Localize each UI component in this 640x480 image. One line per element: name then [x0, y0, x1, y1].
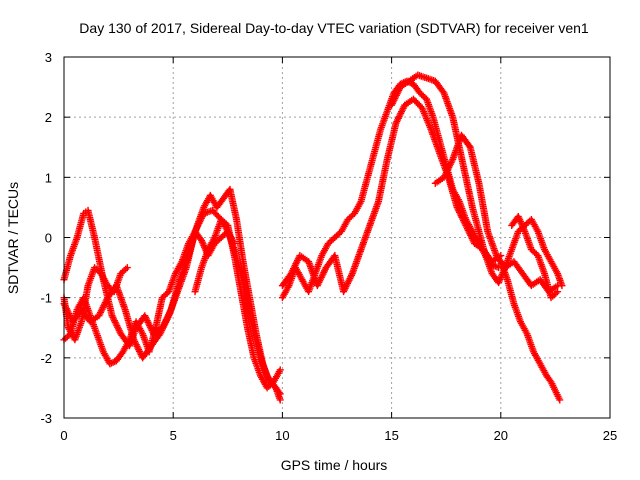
data-point	[123, 264, 131, 272]
data-point	[465, 142, 473, 150]
y-tick-label: 2	[45, 110, 52, 125]
series-track-h	[388, 71, 566, 290]
x-axis-label: GPS time / hours	[281, 457, 388, 473]
data-point	[554, 282, 562, 290]
x-tick-label: 0	[60, 428, 67, 443]
y-tick-label: -1	[40, 291, 52, 306]
series-track-e	[191, 215, 284, 398]
y-tick-label: 1	[45, 170, 52, 185]
series-track-j	[497, 258, 564, 404]
x-tick-label: 5	[170, 428, 177, 443]
y-axis-label: SDTVAR / TECUs	[5, 182, 21, 294]
data-points	[60, 71, 566, 404]
series-track-c	[60, 227, 238, 368]
data-point	[554, 288, 562, 296]
data-point	[276, 396, 284, 404]
x-tick-label: 10	[275, 428, 289, 443]
y-tick-label: -3	[40, 411, 52, 426]
series-track-d	[60, 264, 131, 344]
data-point	[276, 390, 284, 398]
series-track-g	[278, 95, 505, 296]
y-tick-label: -2	[40, 351, 52, 366]
ticks: 0 5 10 15 20 25 -3 -2 -1 0 1 2 3	[40, 50, 617, 443]
y-tick-label: 0	[45, 231, 52, 246]
x-tick-label: 25	[603, 428, 617, 443]
data-point	[556, 396, 564, 404]
chart-title: Day 130 of 2017, Sidereal Day-to-day VTE…	[79, 20, 589, 36]
series-track-k	[508, 212, 562, 302]
x-tick-label: 15	[384, 428, 398, 443]
y-tick-label: 3	[45, 50, 52, 65]
data-point	[276, 366, 284, 374]
data-point	[275, 388, 283, 396]
x-tick-label: 20	[494, 428, 508, 443]
